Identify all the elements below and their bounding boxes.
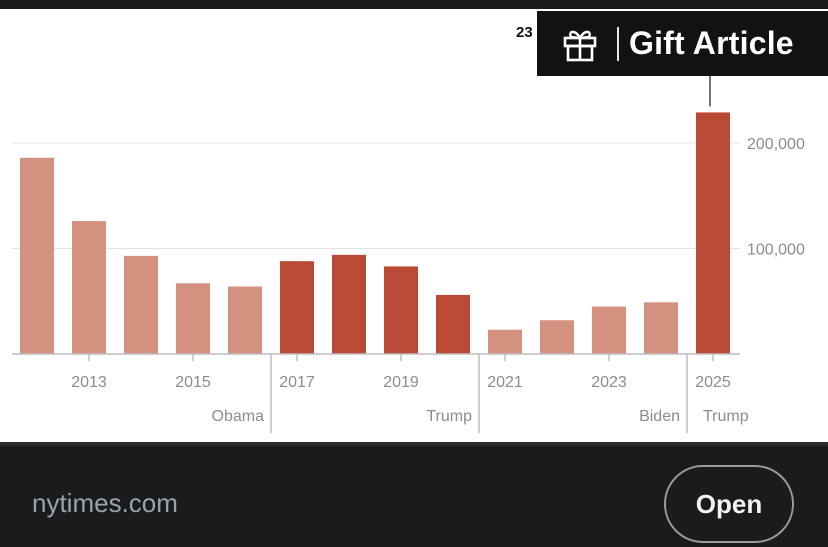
open-button[interactable]: Open	[664, 465, 794, 543]
bar-2012	[20, 157, 54, 354]
era-label-trump: Trump	[426, 408, 472, 425]
gift-divider	[617, 26, 619, 61]
era-label-biden: Biden	[639, 408, 680, 425]
bar-chart: 100,000 200,000 2013 2015 2017 2019 2021 2023 20…	[12, 24, 805, 433]
x-tick-label: 2017	[279, 374, 315, 391]
gift-icon	[563, 30, 597, 61]
bar-2015	[176, 283, 210, 354]
bottom-bar-separator	[0, 442, 828, 446]
x-tick-label: 2013	[71, 374, 107, 391]
x-tick-label: 2015	[175, 374, 211, 391]
gift-article-label: Gift Article	[629, 25, 794, 61]
x-tick-label: 2025	[695, 374, 731, 391]
bar-2017	[280, 261, 314, 354]
era-label-obama: Obama	[212, 408, 265, 425]
annotation-label: 23	[516, 24, 533, 41]
x-tick-label: 2019	[383, 374, 419, 391]
y-tick-label: 100,000	[747, 242, 805, 259]
bar-2022	[540, 320, 574, 354]
bar-2013	[72, 221, 106, 354]
bar-2021	[488, 329, 522, 354]
y-tick-label: 200,000	[747, 136, 805, 153]
bar-2025	[696, 112, 730, 354]
bar-2018	[332, 254, 366, 354]
gift-article-button[interactable]: Gift Article	[537, 11, 828, 76]
bar-2024	[644, 302, 678, 354]
top-edge	[0, 0, 828, 9]
bar-2014	[124, 255, 158, 354]
bar-2020	[436, 294, 470, 354]
x-tick-label: 2023	[591, 374, 627, 391]
site-domain: nytimes.com	[32, 488, 178, 518]
bar-2023	[592, 306, 626, 354]
era-label-trump: Trump	[703, 408, 749, 425]
bar-2016	[228, 286, 262, 354]
bar-2019	[384, 266, 418, 354]
x-tick-label: 2021	[487, 374, 523, 391]
chart-card: 100,000 200,000 2013 2015 2017 2019 2021 2023 20…	[0, 9, 828, 442]
